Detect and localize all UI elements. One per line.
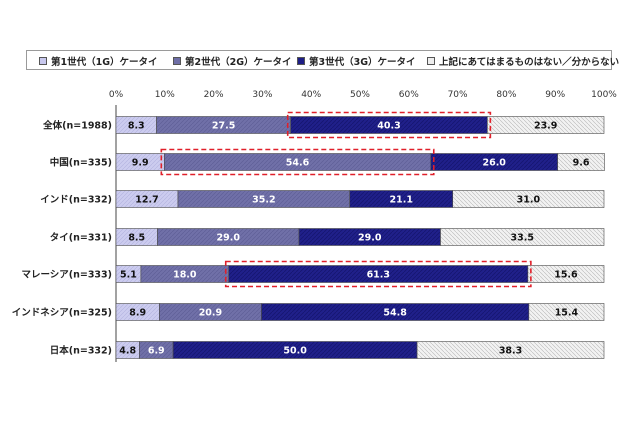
legend-swatch-3g (297, 57, 305, 65)
legend-item-2g: 第2世代（2G）ケータイ (173, 54, 292, 68)
data-label: 8.9 (129, 308, 146, 319)
legend-label-none: 上記にあてはまるものはない／分からない (439, 57, 620, 68)
x-tick-label: 70% (448, 90, 468, 100)
highlight-box (286, 111, 492, 139)
highlight-box (224, 260, 532, 288)
x-tick-label: 10% (155, 90, 175, 100)
data-label: 20.9 (199, 308, 222, 319)
data-label: 29.0 (358, 233, 382, 244)
x-tick-label: 80% (496, 90, 516, 100)
x-tick-label: 50% (350, 90, 370, 100)
data-label: 5.1 (120, 270, 137, 281)
data-label: 4.8 (119, 346, 136, 357)
data-label: 26.0 (482, 158, 506, 169)
legend-label-2g: 第2世代（2G）ケータイ (185, 57, 292, 68)
legend-swatch-1g (39, 57, 47, 65)
category-label: 日本(n=332) (50, 345, 112, 357)
x-tick-label: 100% (591, 90, 617, 100)
data-label: 50.0 (283, 346, 307, 357)
data-label: 31.0 (517, 195, 541, 206)
legend-item-none: 上記にあてはまるものはない／分からない (427, 54, 619, 68)
data-label: 15.6 (554, 270, 578, 281)
data-label: 8.3 (128, 121, 145, 132)
legend-item-1g: 第1世代（1G）ケータイ (39, 54, 158, 68)
data-label: 40.3 (377, 121, 400, 132)
data-label: 23.9 (534, 121, 557, 132)
legend-swatch-none (427, 57, 435, 65)
data-label: 9.6 (573, 158, 590, 169)
category-label: インド(n=332) (40, 195, 112, 206)
bar-segment (487, 116, 605, 134)
bar-segment (557, 153, 605, 171)
bar-segment (452, 190, 605, 208)
data-label: 33.5 (511, 233, 534, 244)
data-label: 15.4 (555, 308, 579, 319)
bar-segment (527, 265, 605, 283)
data-label: 38.3 (499, 346, 522, 357)
x-tick-label: 20% (204, 90, 224, 100)
category-label: タイ(n=331) (50, 232, 112, 244)
x-tick-label: 30% (252, 90, 272, 100)
data-label: 61.3 (367, 270, 390, 281)
data-label: 29.0 (217, 233, 241, 244)
legend-swatch-2g (173, 57, 181, 65)
data-label: 21.1 (390, 195, 413, 206)
legend-label-3g: 第3世代（3G）ケータイ (309, 57, 416, 68)
data-label: 54.6 (286, 158, 310, 169)
data-label: 9.9 (132, 158, 149, 169)
bar-segment (528, 303, 605, 321)
x-tick-label: 60% (399, 90, 419, 100)
category-label: 中国(n=335) (50, 157, 112, 169)
data-label: 6.9 (148, 346, 165, 357)
bar-segment (440, 228, 605, 246)
data-label: 27.5 (212, 121, 235, 132)
legend-item-3g: 第3世代（3G）ケータイ (297, 54, 416, 68)
category-label: 全体(n=1988) (42, 120, 112, 132)
legend-label-1g: 第1世代（1G）ケータイ (51, 57, 158, 68)
data-label: 8.5 (128, 233, 145, 244)
highlight-box (160, 148, 435, 176)
x-tick-label: 90% (545, 90, 565, 100)
bar-segment (416, 341, 605, 359)
data-label: 35.2 (252, 195, 275, 206)
legend: 第1世代（1G）ケータイ 第2世代（2G）ケータイ 第3世代（3G）ケータイ 上… (26, 50, 619, 70)
data-label: 18.0 (173, 270, 197, 281)
data-label: 12.7 (135, 195, 158, 206)
category-label: インドネシア(n=325) (12, 308, 112, 319)
x-tick-label: 40% (301, 90, 321, 100)
x-tick-label: 0% (109, 90, 124, 100)
data-label: 54.8 (383, 308, 407, 319)
category-label: マレーシア(n=333) (21, 270, 112, 281)
